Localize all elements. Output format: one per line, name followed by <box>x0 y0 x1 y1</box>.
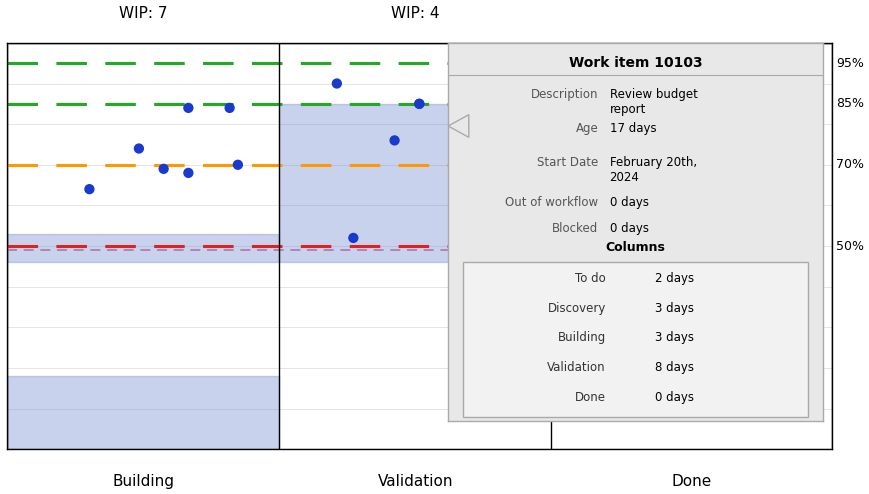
Text: WIP: 7: WIP: 7 <box>119 5 167 21</box>
Point <box>388 136 401 144</box>
Text: Validation: Validation <box>377 474 453 489</box>
Point <box>346 234 360 242</box>
Text: 70%: 70% <box>835 158 863 171</box>
Point <box>182 104 196 112</box>
Polygon shape <box>448 115 468 137</box>
Point <box>412 100 426 108</box>
Text: 50%: 50% <box>835 240 863 252</box>
Text: 95%: 95% <box>835 57 863 70</box>
Text: WIP: 4: WIP: 4 <box>390 5 439 21</box>
Point <box>230 161 244 169</box>
Text: Building: Building <box>112 474 174 489</box>
Point <box>182 169 196 177</box>
Point <box>83 185 96 193</box>
Text: Done: Done <box>671 474 711 489</box>
Point <box>132 145 146 153</box>
Point <box>222 104 236 112</box>
Point <box>329 80 343 87</box>
Point <box>156 165 170 173</box>
Point <box>412 100 426 108</box>
Text: 85%: 85% <box>835 97 863 110</box>
